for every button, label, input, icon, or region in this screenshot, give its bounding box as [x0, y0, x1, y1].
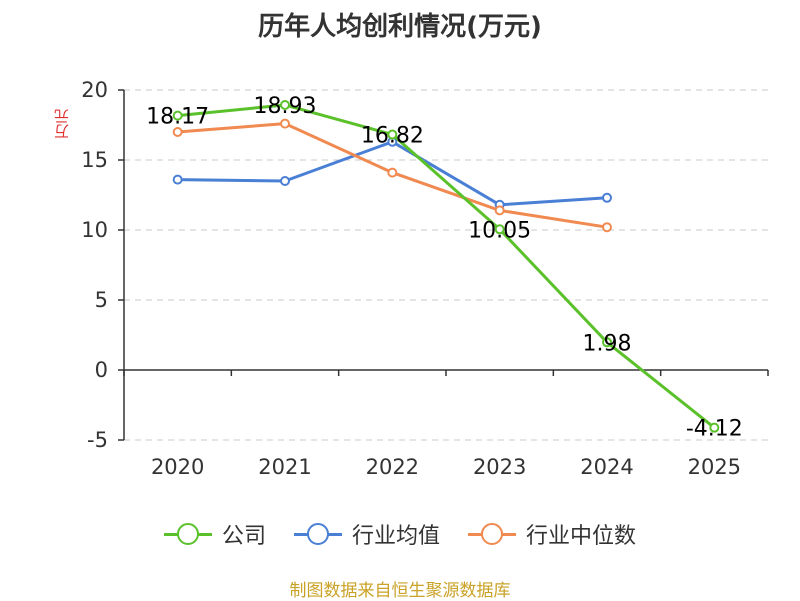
data-point	[387, 167, 398, 178]
x-tick-label: 2021	[258, 455, 311, 479]
y-tick-label: -5	[87, 428, 108, 452]
legend-item-company[interactable]: 公司	[163, 518, 266, 550]
data-label: 1.98	[583, 331, 632, 356]
data-label: -4.12	[686, 417, 743, 442]
data-point	[280, 99, 290, 110]
y-tick-label: 10	[81, 218, 108, 242]
x-tick-label: 2023	[473, 455, 526, 479]
data-label: 16.82	[361, 124, 424, 149]
data-point	[602, 192, 612, 203]
x-tick-label: 2022	[366, 455, 419, 479]
legend-label: 公司	[221, 524, 266, 549]
data-point	[602, 337, 612, 348]
data-point	[280, 176, 290, 186]
data-point	[494, 205, 505, 216]
x-tick-label: 2024	[580, 455, 633, 479]
data-point	[172, 174, 183, 185]
y-tick-label: 20	[81, 78, 108, 102]
legend-label: 行业中位数	[526, 524, 637, 549]
data-point	[387, 129, 398, 140]
series-line	[177, 103, 716, 429]
data-point	[172, 127, 183, 137]
data-point	[494, 224, 505, 235]
chart-title: 历年人均创利情况(万元)	[258, 12, 542, 42]
data-label: 18.93	[254, 94, 317, 119]
legend-marker-icon	[163, 523, 212, 545]
y-tick-label: 5	[95, 288, 108, 312]
legend-marker-icon	[293, 523, 342, 545]
data-point	[602, 222, 612, 233]
data-point	[709, 422, 720, 433]
legend: 公司 行业均值 行业中位数	[0, 518, 800, 550]
data-point	[280, 118, 290, 129]
data-point	[172, 110, 183, 121]
x-tick-label: 2020	[151, 455, 204, 479]
legend-item-industry-mean[interactable]: 行业均值	[293, 518, 440, 550]
data-label: 18.17	[146, 105, 209, 130]
y-tick-label: 0	[95, 358, 108, 382]
legend-label: 行业均值	[351, 524, 440, 549]
legend-marker-icon	[468, 523, 516, 545]
data-label: 10.05	[468, 218, 531, 243]
source-note: 制图数据来自恒生聚源数据库	[289, 581, 511, 601]
y-tick-label: 15	[81, 148, 108, 172]
x-tick-label: 2025	[688, 455, 741, 479]
legend-item-industry-median[interactable]: 行业中位数	[468, 518, 636, 550]
